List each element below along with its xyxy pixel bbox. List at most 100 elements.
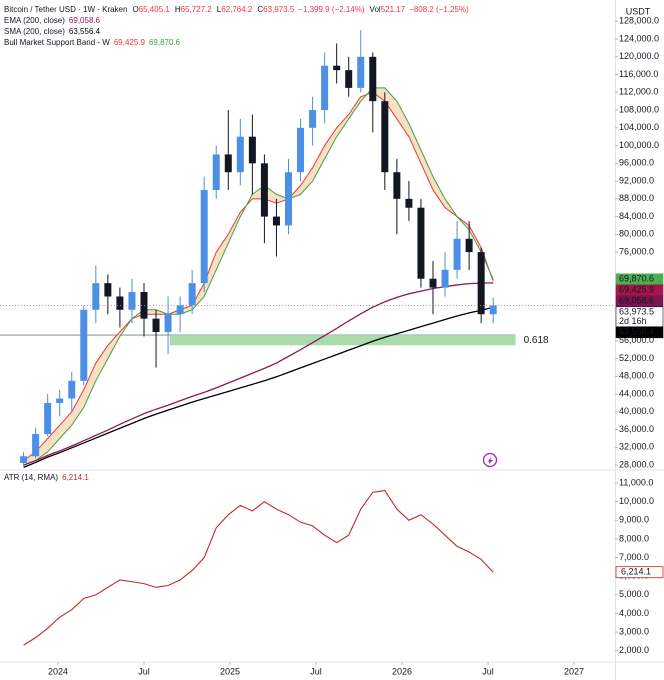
candle-body (405, 198, 413, 208)
price-label: 63,973.52d 16h (615, 306, 664, 328)
candle-body (357, 56, 365, 88)
price-label-text: 63,556.4 (619, 327, 654, 337)
y-tick-label: 92,000.0 (619, 175, 654, 185)
ohlc-label: L (217, 5, 222, 14)
y-tick-label: 52,000.0 (619, 353, 654, 363)
candle-body (68, 380, 76, 399)
y-tick-label: 116,000.0 (619, 69, 658, 79)
legend-name: EMA (200, close) (4, 16, 65, 25)
candle-body (297, 127, 305, 173)
candle-body (56, 398, 64, 403)
y-tick-label: 2,000.0 (619, 645, 649, 655)
change: −1,399.9 (−2.14%) (298, 5, 365, 14)
y-tick-label: 120,000.0 (619, 51, 659, 61)
y-tick-label: 88,000.0 (619, 193, 654, 203)
candle-body (489, 305, 497, 315)
vol-change: −808.2 (−1.25%) (409, 5, 469, 14)
legend-entry: Bull Market Support Band - W 69,425.9 69,8… (4, 38, 181, 47)
candle-body (212, 154, 220, 190)
band-line (23, 87, 494, 466)
candle-body (465, 238, 473, 253)
legend-header: Bitcoin / Tether USD · 1W · Kraken O65,40… (4, 5, 469, 14)
ohlc-value: 62,764.2 (221, 5, 253, 14)
ohlc-value: 63,973.5 (263, 5, 295, 14)
candle-body (20, 456, 28, 463)
price-label-text: 69,058.6 (619, 296, 654, 306)
x-tick-label: Jul (310, 666, 322, 676)
legend-value: 6,214.1 (62, 473, 89, 482)
price-label-text: 6,214.1 (621, 567, 651, 577)
ma-line (23, 282, 494, 466)
currency-unit: USDT (626, 6, 651, 16)
ohlc-value: 65,727.2 (181, 5, 213, 14)
candle-body (164, 314, 172, 332)
ohlc-label: H (175, 5, 181, 14)
legend-entry: ATR (14, RMA) 6,214.1 (4, 473, 89, 482)
y-tick-label: 5,000.0 (619, 589, 649, 599)
y-tick-label: 124,000.0 (619, 33, 659, 43)
legend-name: SMA (200, close) (4, 27, 65, 36)
y-tick-label: 56,000.0 (619, 335, 654, 345)
y-tick-label: 9,000.0 (619, 515, 649, 525)
candle-body (260, 163, 268, 217)
candle-body (152, 318, 160, 332)
price-label-text: 63,973.5 (619, 307, 654, 317)
candle-body (429, 278, 437, 288)
countdown: 2d 16h (619, 316, 647, 326)
price-label: 6,214.1 (615, 566, 664, 579)
y-tick-label: 76,000.0 (619, 246, 654, 256)
candle-body (345, 70, 353, 88)
candle-body (272, 216, 280, 226)
candle-body (188, 283, 196, 306)
ohlc-value: 65,405.1 (139, 5, 171, 14)
price-label: 69,870.6 (615, 273, 664, 286)
y-tick-label: 11,000.0 (619, 477, 653, 487)
price-label: 69,425.9 (615, 284, 664, 297)
ma-line (23, 306, 494, 468)
legend-value: 69,058.6 (69, 16, 101, 25)
legend-name: Bull Market Support Band - W (4, 38, 110, 47)
atr-line (23, 489, 494, 646)
price-label: 63,556.4 (615, 326, 664, 339)
legend-entry: EMA (200, close) 69,058.6 (4, 16, 101, 25)
candle-body (284, 172, 292, 226)
indicator-icon[interactable] (482, 452, 498, 468)
y-tick-label: 28,000.0 (619, 459, 654, 469)
ohlc-label: C (257, 5, 263, 14)
y-tick-label: 32,000.0 (619, 442, 654, 452)
price-label: 69,058.6 (615, 295, 664, 308)
vol-label: Vol (370, 5, 381, 14)
price-label-box (615, 326, 664, 339)
legend-entry: SMA (200, close) 63,556.4 (4, 27, 101, 36)
icon-bolt[interactable] (487, 457, 493, 464)
candle-body (236, 136, 244, 173)
vol-value: 521.17 (381, 5, 406, 14)
price-label-text: 69,870.6 (619, 274, 654, 284)
band-line (23, 91, 494, 462)
x-tick-label: Jul (138, 666, 150, 676)
y-tick-label: 80,000.0 (619, 229, 654, 239)
candle-body (369, 56, 377, 102)
y-tick-label: 8,000.0 (619, 533, 649, 543)
candle-body (393, 172, 401, 199)
ohlc-label: O (132, 5, 138, 14)
y-tick-label: 100,000.0 (619, 140, 659, 150)
price-label-box (615, 566, 664, 579)
y-tick-label: 3,000.0 (619, 626, 649, 636)
candle-body (224, 154, 232, 173)
x-tick-label: 2024 (48, 666, 68, 676)
x-tick-label: 2027 (564, 666, 584, 676)
y-tick-label: 40,000.0 (619, 406, 654, 416)
candle-body (381, 101, 389, 173)
fib-zone (169, 335, 516, 346)
candle-body (140, 292, 148, 319)
x-tick-label: 2026 (392, 666, 412, 676)
candle-body (104, 283, 112, 297)
candle-body (417, 207, 425, 279)
candle-body (44, 402, 52, 435)
legend-value: 63,556.4 (69, 27, 101, 36)
candle-body (441, 269, 449, 288)
y-tick-label: 48,000.0 (619, 371, 654, 381)
candle-body (248, 136, 256, 164)
